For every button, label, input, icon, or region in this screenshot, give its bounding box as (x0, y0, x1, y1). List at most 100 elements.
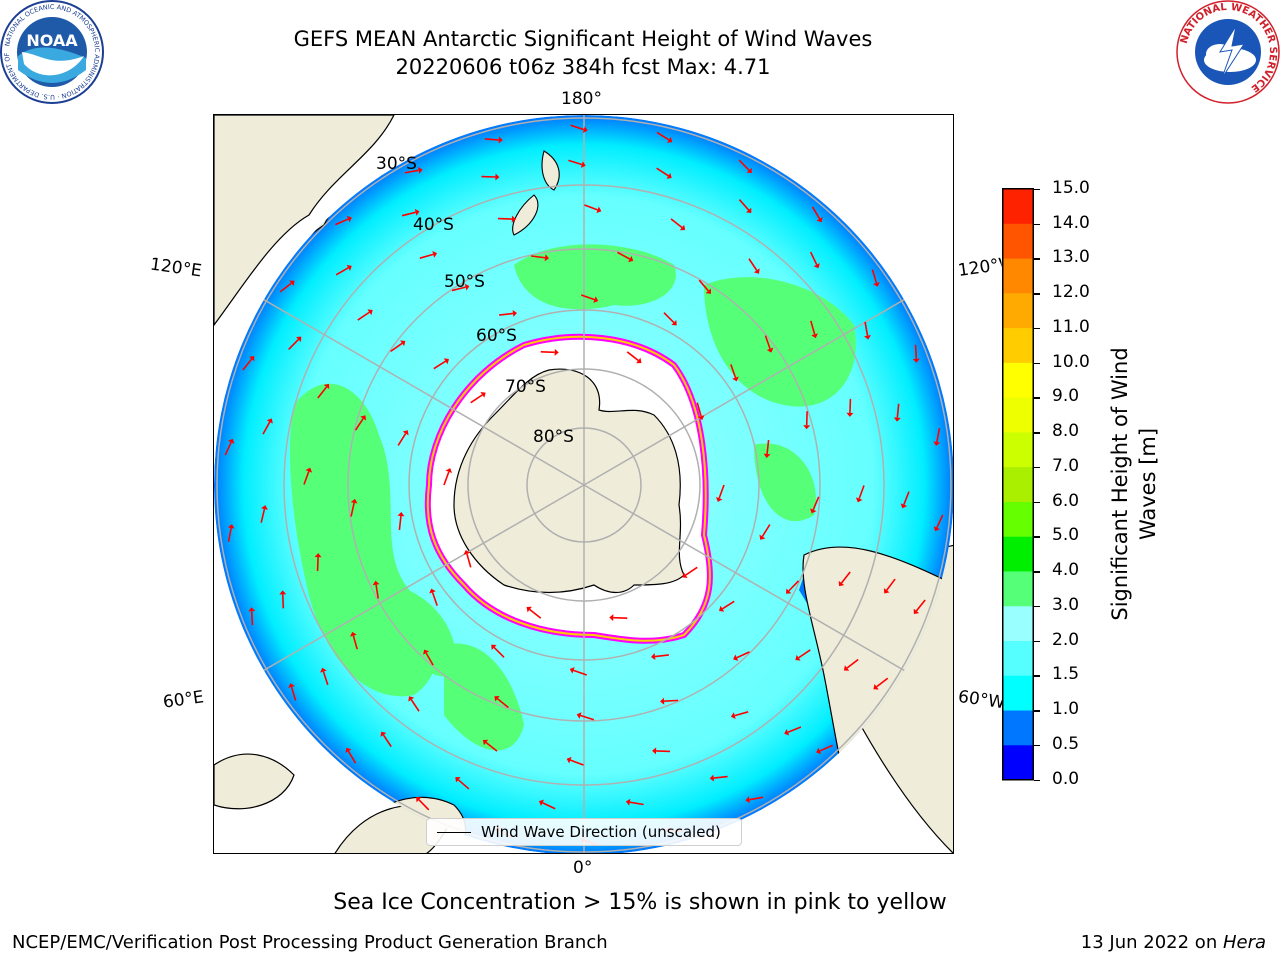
wind-wave-arrow-shaft (540, 351, 555, 354)
wind-wave-arrow-head (873, 281, 880, 287)
wind-wave-arrow-shaft (764, 335, 771, 350)
wind-wave-arrow-shaft (335, 218, 349, 226)
colorbar-tick-mark (1034, 258, 1040, 260)
wind-wave-arrow-head (843, 665, 850, 671)
wind-wave-arrow-shaft (357, 311, 370, 321)
wind-wave-arrow-head (480, 391, 486, 398)
wind-wave-arrow-head (933, 441, 941, 446)
colorbar-tick-label: 13.0 (1052, 247, 1090, 268)
wind-wave-arrow-shaft (840, 571, 851, 584)
wind-wave-arrow-head (400, 340, 406, 347)
colorbar-segment (1002, 605, 1034, 641)
colorbar-tick-mark (1034, 188, 1040, 191)
wind-wave-arrow-head (305, 467, 313, 473)
wind-wave-arrow-shaft (663, 312, 675, 324)
wind-wave-arrow-head (380, 731, 387, 737)
wind-wave-arrow-shaft (849, 398, 852, 413)
colorbar-tick-label: 5.0 (1052, 525, 1080, 546)
new-zealand-north (541, 150, 560, 191)
antarctica-land (453, 368, 685, 594)
wind-wave-arrow-shaft (698, 279, 709, 292)
wind-wave-arrow-head (397, 512, 405, 517)
wind-wave-arrow-shaft (419, 253, 434, 259)
wind-wave-arrow-head (682, 572, 688, 579)
colorbar-segment (1002, 397, 1034, 433)
wind-wave-arrow-shaft (809, 251, 818, 266)
wind-wave-arrow-shaft (581, 294, 595, 301)
wind-wave-arrow-head (423, 649, 430, 655)
wind-wave-arrow-head (248, 607, 256, 612)
wind-wave-arrow-head (786, 588, 792, 594)
wind-wave-arrow-shaft (871, 269, 878, 284)
wind-wave-arrow-head (667, 136, 673, 143)
wind-wave-arrow-head (289, 280, 295, 286)
wind-wave-arrow-shaft (864, 321, 869, 336)
wind-wave-arrow-shaft (584, 204, 598, 211)
wind-wave-arrow-head (745, 796, 750, 804)
wind-wave-arrow-head (719, 605, 725, 612)
colorbar-tick-label: 3.0 (1052, 594, 1080, 615)
colorbar-segment (1002, 710, 1034, 746)
wind-wave-arrow-shaft (846, 658, 859, 669)
legend-line-swatch (437, 831, 471, 833)
wind-wave-arrow-head (414, 208, 420, 216)
colorbar-title: Significant Height of Wind Waves [m] (1108, 347, 1160, 620)
wind-wave-arrow-shaft (914, 344, 918, 359)
colorbar-tick-label: 2.0 (1052, 629, 1080, 650)
wind-wave-arrow-head (580, 161, 586, 168)
wind-wave-arrow-head (295, 336, 302, 342)
wind-wave-arrow-shaft (470, 394, 483, 404)
meridian-lines (214, 115, 953, 853)
wind-wave-arrow-shaft (696, 402, 702, 417)
wind-wave-arrow-shaft (352, 635, 358, 650)
lat-label-70s: 70°S (505, 377, 546, 397)
wind-wave-arrow-head (463, 549, 471, 555)
legend-label: Wind Wave Direction (unscaled) (481, 823, 721, 841)
wind-wave-arrow-shaft (656, 167, 669, 177)
colorbar-tick-label: 1.5 (1052, 664, 1080, 685)
wind-wave-arrow-head (569, 667, 575, 674)
wind-wave-arrow-head (346, 215, 352, 223)
wind-wave-arrow-shaft (433, 360, 447, 370)
wind-wave-arrow-shaft (580, 714, 595, 721)
colorbar-segment (1002, 466, 1034, 502)
wind-wave-arrow-head (346, 264, 352, 271)
wind-wave-arrow-head (730, 712, 736, 719)
wind-wave-arrow-head (816, 747, 822, 755)
lon-label-120e: 120°E (148, 254, 203, 282)
wind-wave-arrow-shaft (250, 611, 254, 626)
wind-wave-arrow-head (873, 684, 879, 690)
wind-wave-arrow-shaft (748, 258, 758, 271)
wind-wave-arrow-head (227, 438, 235, 444)
wind-wave-arrow-shaft (451, 286, 466, 292)
wind-wave-arrow-head (544, 254, 550, 262)
wave-height-patches (289, 244, 856, 751)
polar-map: 30°S 40°S 50°S 60°S 70°S 80°S (213, 114, 954, 854)
wind-wave-arrow-shaft (736, 651, 750, 659)
wind-wave-arrow-head (429, 588, 436, 594)
wind-wave-arrow-shaft (290, 686, 297, 701)
wind-wave-arrow-shaft (713, 775, 728, 779)
wind-wave-arrow-head (660, 697, 665, 705)
wind-wave-arrow-head (482, 739, 489, 746)
lat-label-50s: 50°S (444, 272, 485, 292)
wind-wave-arrow-head (582, 126, 588, 133)
wind-wave-arrow-head (933, 526, 941, 532)
lat-label-40s: 40°S (413, 215, 454, 235)
wind-wave-arrow-shaft (811, 206, 821, 220)
wind-wave-arrow-head (566, 756, 572, 764)
colorbar-tick-mark (1034, 432, 1040, 434)
colorbar-tick-label: 14.0 (1052, 212, 1090, 233)
colorbar-segment (1002, 293, 1034, 329)
wind-wave-arrow-head (512, 309, 517, 317)
wind-wave-arrow-shaft (936, 514, 944, 529)
wind-wave-arrow-shaft (531, 255, 546, 259)
madagascar-land (214, 753, 295, 810)
wind-wave-arrow-head (266, 418, 273, 424)
noaa-logo: NATIONAL OCEANIC AND ATMOSPHERIC ADMINIS… (0, 0, 104, 104)
wind-wave-arrow-head (697, 415, 705, 421)
colorbar-segment (1002, 536, 1034, 572)
wind-wave-arrow-shaft (613, 616, 628, 619)
colorbar-segment (1002, 188, 1034, 224)
wind-wave-arrow-head (864, 335, 871, 340)
